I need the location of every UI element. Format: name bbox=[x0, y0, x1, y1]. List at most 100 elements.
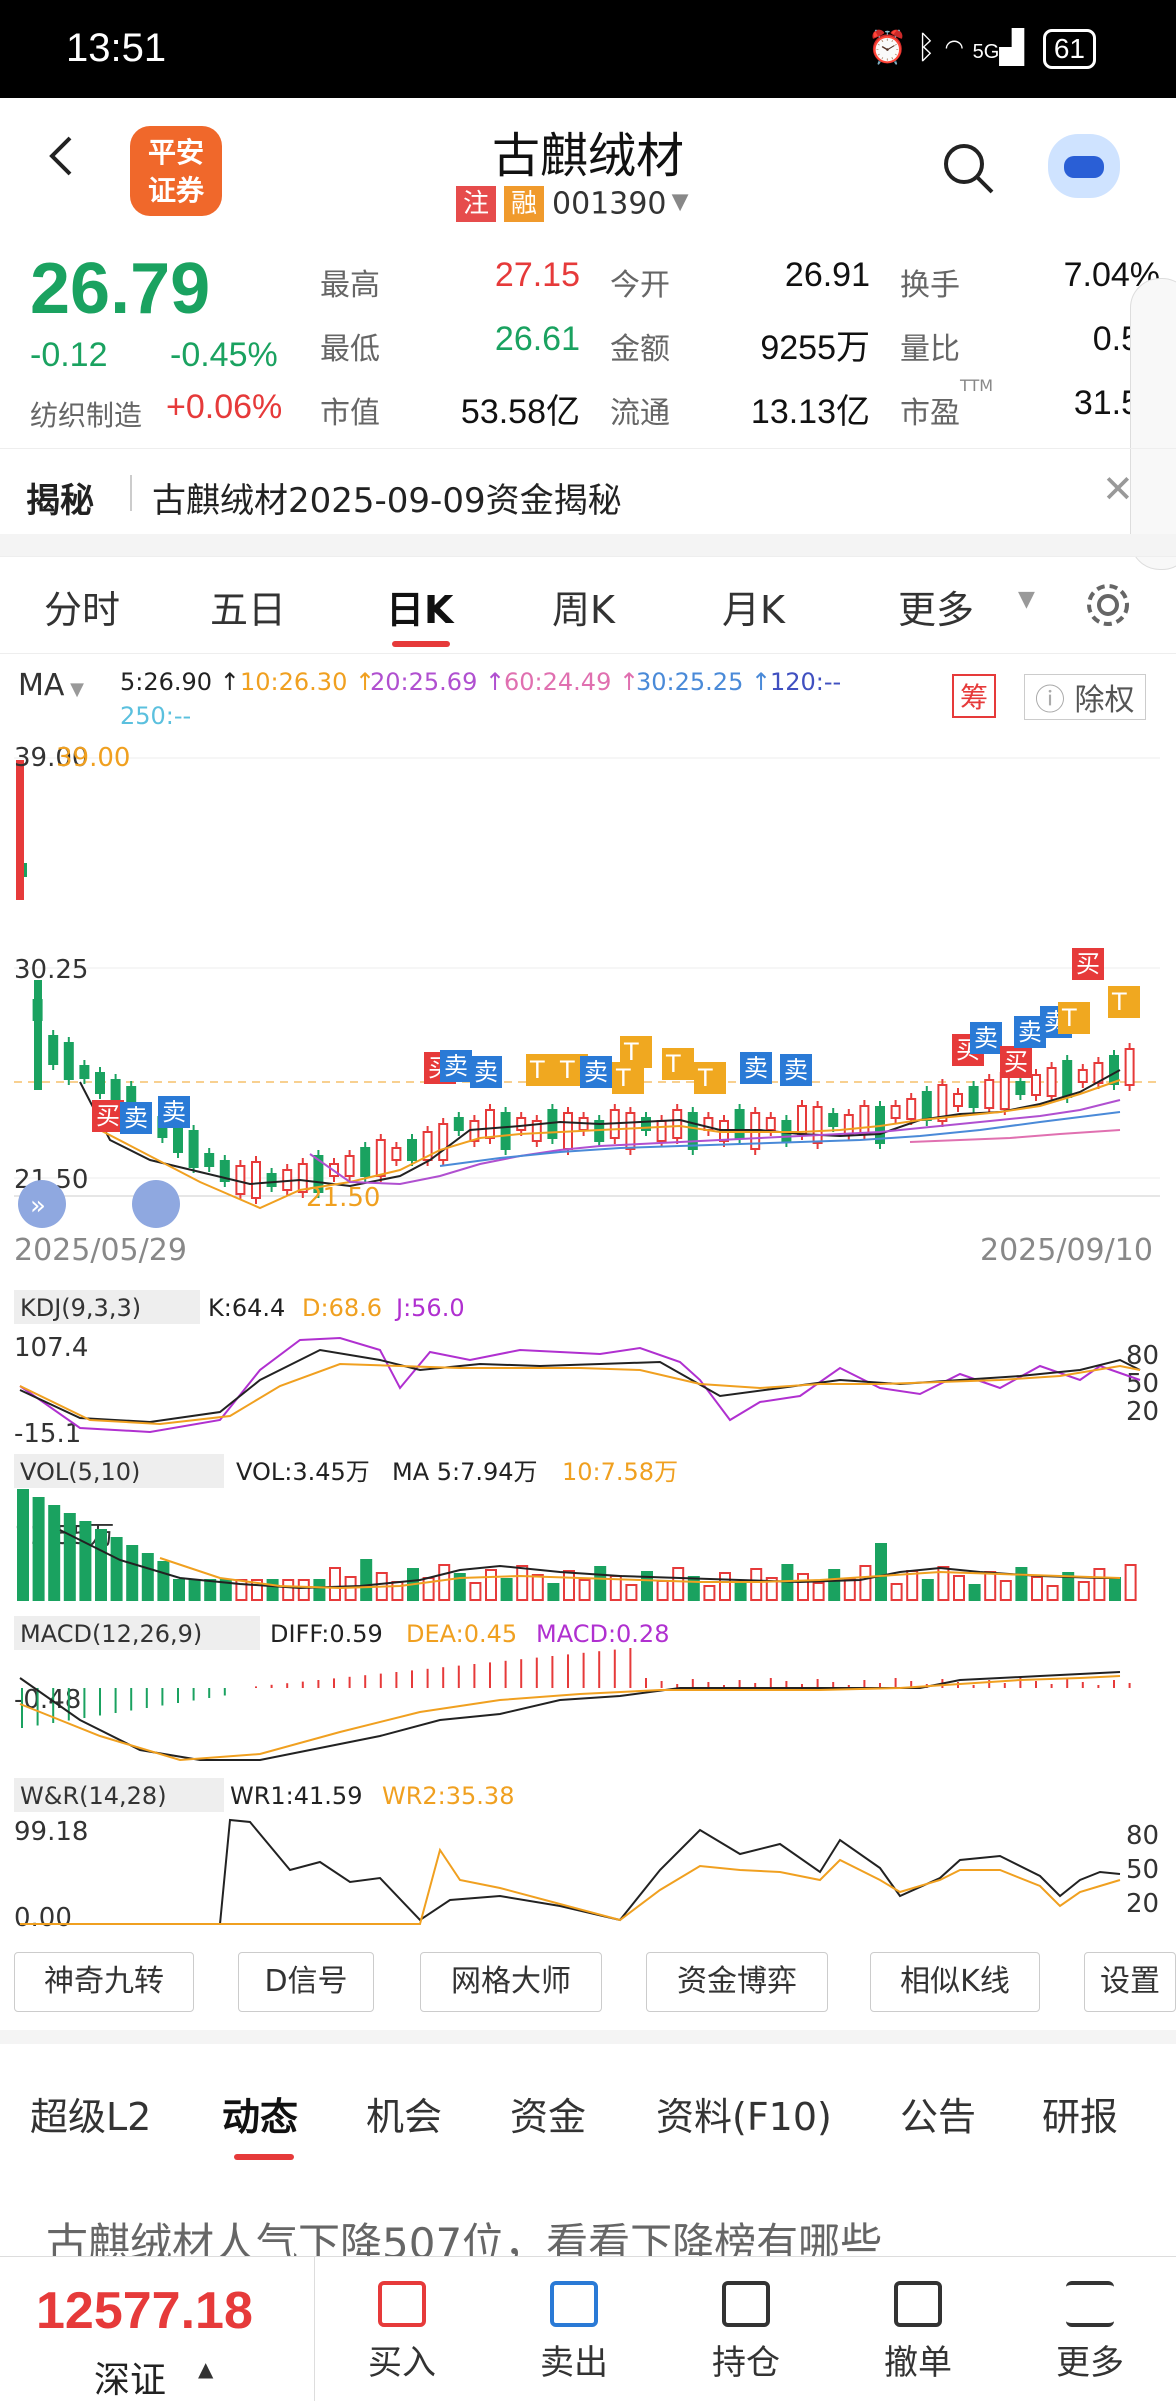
mktcap-value: 53.58亿 bbox=[460, 393, 580, 431]
tab-announcement[interactable]: 公告 bbox=[900, 2095, 977, 2139]
chevron-up-icon[interactable]: ▲ bbox=[198, 2357, 214, 2381]
sector-change: +0.06% bbox=[166, 388, 283, 426]
d-signal-button[interactable]: D信号 bbox=[238, 1952, 374, 2012]
settings-button[interactable]: 设置 bbox=[1084, 1952, 1176, 2012]
index-name[interactable]: 深证 bbox=[94, 2360, 167, 2401]
volume-bar bbox=[516, 1565, 529, 1601]
assistant-robot-icon[interactable] bbox=[1048, 134, 1120, 198]
volume-bar bbox=[266, 1579, 279, 1601]
position-button[interactable]: 持仓 bbox=[696, 2281, 796, 2384]
volume-bar bbox=[110, 1537, 123, 1601]
tab-intraday[interactable]: 分时 bbox=[44, 588, 121, 632]
tab-weekly-k[interactable]: 周K bbox=[552, 588, 615, 632]
kdj-j-value: J:56.0 bbox=[394, 1294, 465, 1322]
tab-opportunity[interactable]: 机会 bbox=[366, 2095, 443, 2139]
macd-selector[interactable] bbox=[14, 1616, 260, 1650]
chevron-down-icon[interactable]: ▼ bbox=[1018, 587, 1035, 612]
open-value: 26.91 bbox=[784, 256, 870, 294]
trade-marker-label: T bbox=[529, 1056, 545, 1084]
tab-monthly-k[interactable]: 月K bbox=[722, 588, 785, 632]
wr-label: W&R(14,28) bbox=[20, 1782, 167, 1810]
trade-marker bbox=[440, 1050, 472, 1082]
sell-button[interactable]: 卖出 bbox=[524, 2281, 624, 2384]
wr-50-label: 50 bbox=[1126, 1855, 1159, 1885]
back-icon[interactable] bbox=[42, 136, 82, 176]
search-icon[interactable] bbox=[940, 140, 996, 196]
tab-capital[interactable]: 资金 bbox=[510, 2095, 587, 2139]
volume-bars bbox=[17, 1489, 1137, 1601]
volratio-label: 量比 bbox=[900, 332, 960, 367]
fullscreen-icon[interactable] bbox=[132, 1180, 180, 1228]
volume-bar bbox=[95, 1529, 107, 1601]
volume-bar bbox=[968, 1584, 981, 1601]
magic-nine-button[interactable]: 神奇九转 bbox=[14, 1952, 194, 2012]
chevron-down-icon[interactable]: ▼ bbox=[671, 189, 689, 215]
trade-marker bbox=[970, 1022, 1002, 1054]
tab-super-l2[interactable]: 超级L2 bbox=[30, 2095, 152, 2139]
tab-f10[interactable]: 资料(F10) bbox=[656, 2095, 832, 2139]
wr-selector[interactable] bbox=[14, 1778, 224, 1812]
exright-button[interactable]: ⓘ 除权 bbox=[1024, 674, 1146, 720]
tab-dynamics[interactable]: 动态 bbox=[222, 2095, 299, 2139]
kline-chart[interactable]: 买卖卖买卖卖TT卖TTTT卖卖买卖买卖卖T买T 39.00 39.00 30.2… bbox=[0, 720, 1176, 1940]
stock-name: 古麒绒材 bbox=[491, 128, 684, 184]
amount-label: 金额 bbox=[610, 332, 670, 367]
index-value[interactable]: 12577.18 bbox=[36, 2282, 253, 2340]
signal-icon: ▟ bbox=[999, 29, 1024, 65]
similar-kline-button[interactable]: 相似K线 bbox=[870, 1952, 1040, 2012]
candle-body bbox=[375, 1139, 386, 1177]
vol-selector[interactable] bbox=[14, 1454, 224, 1488]
buy-button[interactable]: 买入 bbox=[352, 2281, 452, 2384]
volume-bar bbox=[219, 1579, 232, 1601]
close-icon[interactable]: ✕ bbox=[1102, 467, 1134, 511]
candle-body bbox=[48, 1035, 59, 1065]
volume-bar bbox=[875, 1543, 887, 1601]
tab-more[interactable]: 更多 bbox=[898, 588, 975, 632]
candle-body bbox=[625, 1112, 636, 1150]
buy-icon bbox=[378, 2281, 426, 2327]
volume-bar bbox=[360, 1559, 373, 1601]
sell-label: 卖出 bbox=[540, 2343, 608, 2383]
volume-bar bbox=[734, 1581, 747, 1601]
candle-body bbox=[765, 1117, 776, 1131]
cancel-order-button[interactable]: 撤单 bbox=[868, 2281, 968, 2384]
ma30-line bbox=[439, 1111, 1121, 1167]
side-drawer-handle[interactable] bbox=[1130, 278, 1176, 570]
info-icon: ⓘ bbox=[1035, 683, 1075, 718]
volume-bar bbox=[984, 1571, 997, 1601]
trade-marker bbox=[1108, 986, 1140, 1018]
active-subtab-indicator bbox=[234, 2154, 294, 2160]
more-button[interactable]: 更多 bbox=[1040, 2281, 1140, 2384]
grid-master-button[interactable]: 网格大师 bbox=[420, 1952, 602, 2012]
expand-left-icon[interactable] bbox=[18, 1180, 66, 1228]
float-value: 13.13亿 bbox=[750, 393, 870, 431]
news-item[interactable]: 古麒绒材人气下降507位，看看下降榜有哪些 bbox=[0, 2148, 1176, 2268]
wr1-line bbox=[20, 1818, 1121, 1925]
wr1-value: WR1:41.59 bbox=[230, 1782, 362, 1810]
volume-bar bbox=[750, 1568, 763, 1601]
volume-bar bbox=[282, 1579, 295, 1601]
kdj-d-value: D:68.6 bbox=[302, 1294, 382, 1322]
vol-label: VOL(5,10) bbox=[20, 1458, 140, 1486]
candle-body bbox=[1109, 1055, 1119, 1085]
chevron-down-icon[interactable]: ▼ bbox=[64, 679, 84, 700]
sector-name[interactable]: 纺织制造 bbox=[30, 399, 143, 432]
volume-bar bbox=[469, 1582, 482, 1601]
stock-code[interactable]: 001390 bbox=[552, 186, 667, 222]
notice-text[interactable]: 古麒绒材2025-09-09资金揭秘 bbox=[152, 481, 622, 521]
capital-game-button[interactable]: 资金博弈 bbox=[646, 1952, 828, 2012]
tab-daily-k[interactable]: 日K bbox=[386, 588, 454, 632]
kdj-selector[interactable] bbox=[14, 1290, 200, 1324]
candle-body bbox=[391, 1147, 402, 1161]
chip-button[interactable]: 筹 bbox=[952, 674, 997, 718]
candle-body bbox=[516, 1117, 527, 1131]
candle-body bbox=[1015, 1081, 1026, 1095]
ma-selector[interactable]: MA bbox=[18, 668, 65, 703]
volume-bar bbox=[126, 1545, 139, 1601]
bottom-divider bbox=[314, 2257, 315, 2401]
volume-bar bbox=[641, 1571, 653, 1601]
tab-five-day[interactable]: 五日 bbox=[210, 588, 287, 632]
gear-icon[interactable] bbox=[1084, 581, 1132, 629]
notice-bar[interactable]: 揭秘 古麒绒材2025-09-09资金揭秘 ✕ bbox=[0, 448, 1176, 535]
tab-research[interactable]: 研报 bbox=[1042, 2095, 1119, 2139]
